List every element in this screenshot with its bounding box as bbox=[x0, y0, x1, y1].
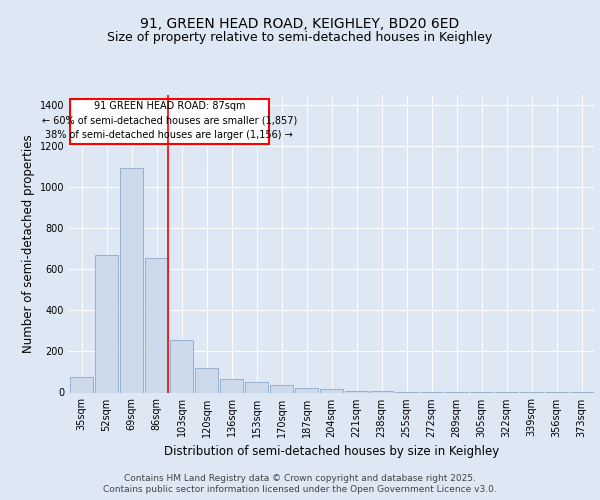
Bar bbox=[70, 99, 269, 144]
Bar bbox=[70, 377, 93, 392]
Text: 91, GREEN HEAD ROAD, KEIGHLEY, BD20 6ED: 91, GREEN HEAD ROAD, KEIGHLEY, BD20 6ED bbox=[140, 18, 460, 32]
Bar bbox=[220, 379, 243, 392]
Bar bbox=[95, 255, 118, 392]
Bar bbox=[120, 168, 143, 392]
Text: Contains HM Land Registry data © Crown copyright and database right 2025.: Contains HM Land Registry data © Crown c… bbox=[124, 474, 476, 483]
Text: Contains public sector information licensed under the Open Government Licence v3: Contains public sector information licen… bbox=[103, 485, 497, 494]
Y-axis label: Number of semi-detached properties: Number of semi-detached properties bbox=[22, 134, 35, 353]
Bar bbox=[195, 368, 218, 392]
Bar bbox=[320, 390, 343, 392]
Bar bbox=[295, 388, 318, 392]
Bar bbox=[245, 382, 268, 392]
Text: Size of property relative to semi-detached houses in Keighley: Size of property relative to semi-detach… bbox=[107, 31, 493, 44]
X-axis label: Distribution of semi-detached houses by size in Keighley: Distribution of semi-detached houses by … bbox=[164, 445, 499, 458]
Bar bbox=[145, 258, 168, 392]
Bar bbox=[270, 386, 293, 392]
Text: 91 GREEN HEAD ROAD: 87sqm
← 60% of semi-detached houses are smaller (1,857)
38% : 91 GREEN HEAD ROAD: 87sqm ← 60% of semi-… bbox=[41, 101, 297, 140]
Bar bbox=[345, 391, 368, 392]
Bar bbox=[170, 340, 193, 392]
